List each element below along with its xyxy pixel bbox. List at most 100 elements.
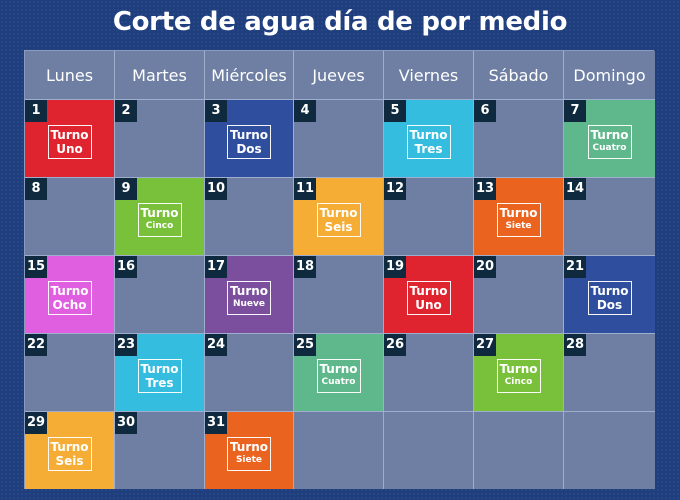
turno-label: Turno bbox=[319, 205, 358, 220]
weekday-header-3: Jueves bbox=[294, 51, 384, 99]
calendar-day-cell: 2 bbox=[115, 99, 205, 177]
turno-number: Siete bbox=[235, 454, 263, 465]
day-number: 12 bbox=[384, 178, 406, 200]
day-number: 24 bbox=[205, 334, 227, 356]
weekday-header-5: Sábado bbox=[474, 51, 564, 99]
calendar-day-cell bbox=[474, 411, 564, 489]
day-number: 10 bbox=[205, 178, 227, 200]
day-number: 8 bbox=[25, 178, 47, 200]
calendar-day-cell: 29 Turno Seis bbox=[25, 411, 115, 489]
calendar-day-cell: 16 bbox=[115, 255, 205, 333]
turno-label: Turno bbox=[499, 361, 538, 376]
turno-label: Turno bbox=[229, 439, 269, 454]
calendar-day-cell: 26 bbox=[384, 333, 474, 411]
turno-number: Dos bbox=[236, 141, 262, 156]
turno-number: Tres bbox=[414, 141, 443, 156]
turno-label: Turno bbox=[590, 127, 629, 142]
calendar-day-cell: 4 bbox=[294, 99, 384, 177]
turno-badge: Turno Cinco bbox=[137, 202, 182, 237]
turno-label: Turno bbox=[140, 205, 179, 220]
turno-badge: Turno Nueve bbox=[227, 280, 271, 315]
day-number: 14 bbox=[564, 178, 586, 200]
turno-label: Turno bbox=[409, 283, 448, 298]
day-number: 21 bbox=[564, 256, 586, 278]
turno-number: Cuatro bbox=[321, 376, 356, 387]
day-number: 1 bbox=[25, 100, 47, 122]
page-title: Corte de agua día de por medio bbox=[112, 7, 568, 37]
calendar-day-cell: 12 bbox=[384, 177, 474, 255]
turno-number: Seis bbox=[324, 219, 353, 234]
calendar-day-cell: 20 bbox=[474, 255, 564, 333]
turno-label: Turno bbox=[229, 127, 269, 142]
day-number: 11 bbox=[294, 178, 316, 200]
turno-label: Turno bbox=[50, 127, 89, 142]
calendar-day-cell: 7 Turno Cuatro bbox=[564, 99, 655, 177]
calendar-day-cell: 22 bbox=[25, 333, 115, 411]
calendar-day-cell: 6 bbox=[474, 99, 564, 177]
turno-number: Uno bbox=[56, 141, 83, 156]
day-number: 4 bbox=[294, 100, 316, 122]
calendar-day-cell: 17 Turno Nueve bbox=[205, 255, 294, 333]
day-number: 26 bbox=[384, 334, 406, 356]
day-number: 30 bbox=[115, 412, 137, 434]
day-number: 9 bbox=[115, 178, 137, 200]
weekday-header-0: Lunes bbox=[25, 51, 115, 99]
calendar-day-cell: 27 Turno Cinco bbox=[474, 333, 564, 411]
turno-badge: Turno Tres bbox=[137, 358, 182, 393]
turno-number: Ocho bbox=[52, 297, 87, 312]
turno-number: Tres bbox=[145, 375, 174, 390]
day-number: 19 bbox=[384, 256, 406, 278]
calendar-day-cell: 15 Turno Ocho bbox=[25, 255, 115, 333]
weekday-header-6: Domingo bbox=[573, 66, 646, 85]
calendar-day-cell: 24 bbox=[205, 333, 294, 411]
day-number: 5 bbox=[384, 100, 406, 122]
turno-number: Cuatro bbox=[592, 142, 627, 153]
turno-badge: Turno Cinco bbox=[496, 358, 541, 393]
turno-badge: Turno Tres bbox=[406, 124, 451, 159]
weekday-header-1: Martes bbox=[115, 51, 205, 99]
calendar-day-cell: 23 Turno Tres bbox=[115, 333, 205, 411]
day-number: 6 bbox=[474, 100, 496, 122]
turno-badge: Turno Dos bbox=[227, 124, 271, 159]
day-number: 17 bbox=[205, 256, 227, 278]
calendar-day-cell bbox=[294, 411, 384, 489]
turno-badge: Turno Siete bbox=[227, 436, 271, 471]
calendar-day-cell: 9 Turno Cinco bbox=[115, 177, 205, 255]
calendar-day-cell: 10 bbox=[205, 177, 294, 255]
turno-number: Seis bbox=[55, 453, 84, 468]
calendar-day-cell: 14 bbox=[564, 177, 655, 255]
turno-label: Turno bbox=[409, 127, 448, 142]
calendar-day-cell: 19 Turno Uno bbox=[384, 255, 474, 333]
calendar-day-cell: 25 Turno Cuatro bbox=[294, 333, 384, 411]
turno-label: Turno bbox=[50, 283, 89, 298]
turno-badge: Turno Cuatro bbox=[587, 124, 632, 159]
turno-number: Nueve bbox=[232, 298, 265, 309]
calendar-day-cell: 31 Turno Siete bbox=[205, 411, 294, 489]
calendar-grid: Lunes Martes Miércoles Jueves Viernes Sábado D… bbox=[24, 50, 655, 489]
calendar-day-cell: 5 Turno Tres bbox=[384, 99, 474, 177]
day-number: 20 bbox=[474, 256, 496, 278]
weekday-header-row: Lunes Martes Miércoles Jueves Viernes Sábado D… bbox=[25, 51, 655, 99]
day-number: 28 bbox=[564, 334, 586, 356]
turno-label: Turno bbox=[50, 439, 89, 454]
weekday-header-2: Miércoles bbox=[205, 51, 294, 99]
day-number: 18 bbox=[294, 256, 316, 278]
day-number: 31 bbox=[205, 412, 227, 434]
turno-badge: Turno Siete bbox=[496, 202, 541, 237]
turno-badge: Turno Uno bbox=[47, 124, 92, 159]
day-number: 23 bbox=[115, 334, 137, 356]
turno-number: Cinco bbox=[504, 376, 533, 387]
day-number: 22 bbox=[25, 334, 47, 356]
weekday-header-4: Viernes bbox=[384, 51, 474, 99]
calendar-day-cell: 28 bbox=[564, 333, 655, 411]
turno-label: Turno bbox=[140, 361, 179, 376]
calendar-day-cell: 30 bbox=[115, 411, 205, 489]
day-number: 27 bbox=[474, 334, 496, 356]
day-number: 15 bbox=[25, 256, 47, 278]
turno-number: Cinco bbox=[145, 220, 174, 231]
calendar-day-cell bbox=[384, 411, 474, 489]
day-number: 25 bbox=[294, 334, 316, 356]
turno-number: Dos bbox=[596, 297, 623, 312]
turno-badge: Turno Uno bbox=[406, 280, 451, 315]
turno-badge: Turno Seis bbox=[47, 436, 92, 471]
